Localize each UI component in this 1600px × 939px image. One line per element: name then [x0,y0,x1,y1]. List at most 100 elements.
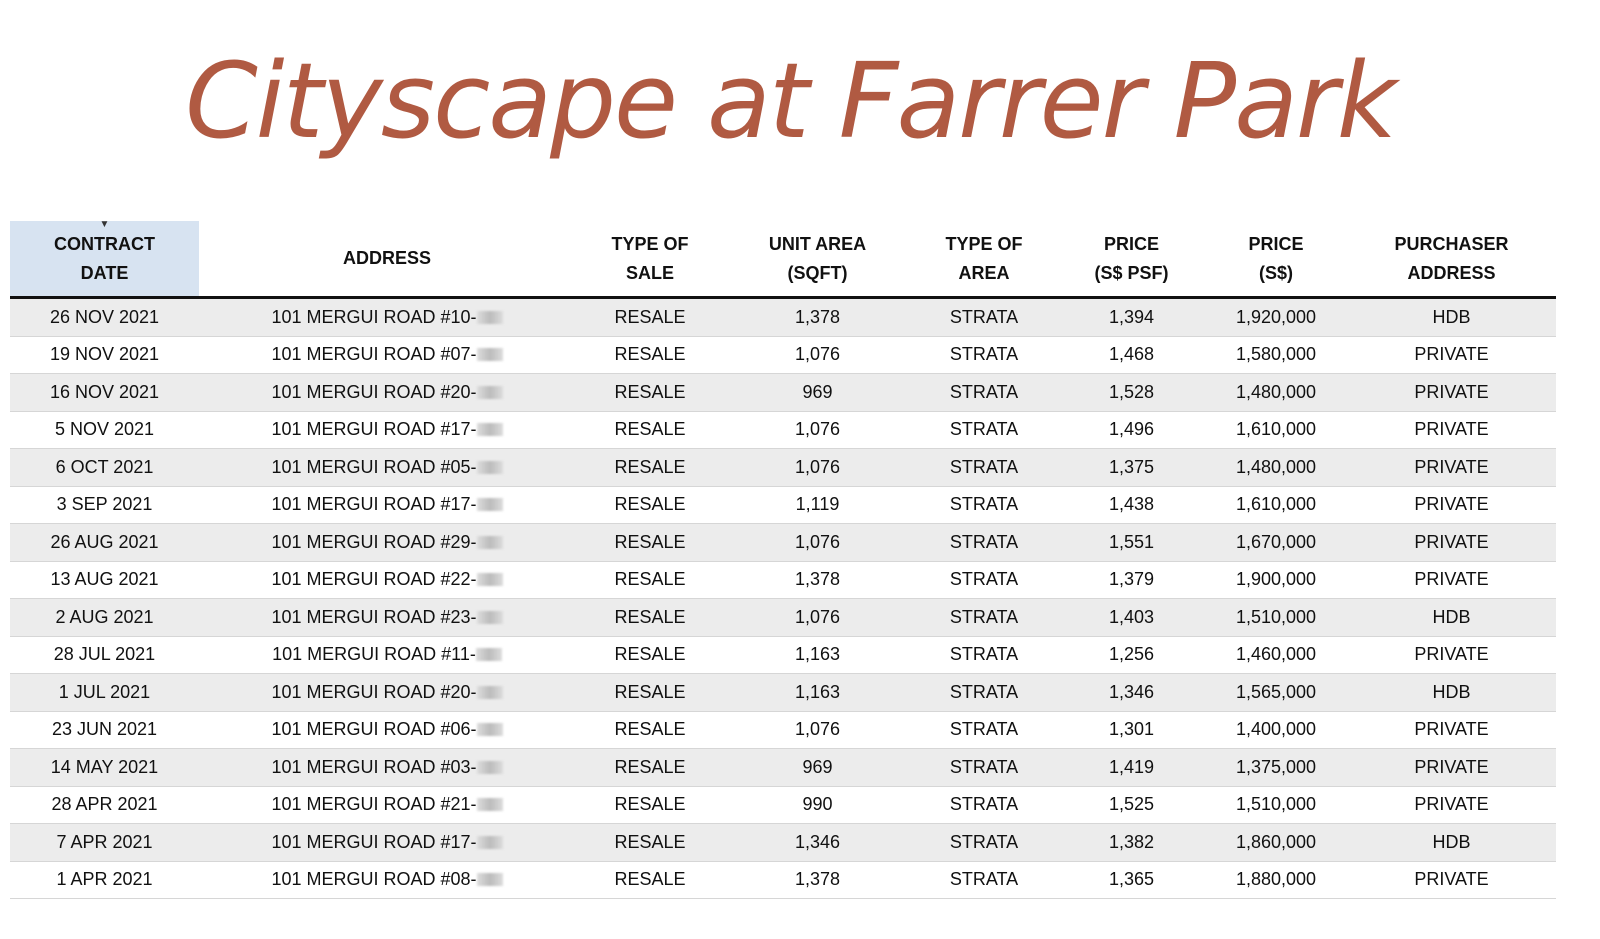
cell-text: 1,400,000 [1235,719,1317,740]
cell-text: 1,480,000 [1235,381,1317,402]
cell-text: STRATA [949,794,1019,815]
table-row: 1 APR 2021 101 MERGUI ROAD #08- RESALE 1,37… [10,861,1556,899]
cell-text: HDB [1432,681,1471,702]
table-row: 28 APR 2021 101 MERGUI ROAD #21- RESALE 990… [10,786,1556,824]
cell-price: 1,460,000 [1205,636,1347,674]
column-header-type-of-area[interactable]: TYPE OF AREA [910,221,1058,299]
cell-price: 1,880,000 [1205,861,1347,899]
cell-contract-date: 5 NOV 2021 [10,411,199,449]
cell-price-psf: 1,256 [1058,636,1205,674]
redacted-unit-number [476,423,503,437]
header-label: AREA [958,262,1010,283]
cell-purchaser-address: PRIVATE [1347,373,1556,412]
column-header-type-of-sale[interactable]: TYPE OF SALE [575,221,725,299]
cell-address: 101 MERGUI ROAD #22- [199,561,575,599]
cell-type-of-area: STRATA [910,486,1058,524]
cell-unit-area: 1,163 [725,636,910,674]
cell-text: RESALE [614,756,686,777]
cell-text: STRATA [949,456,1019,477]
cell-type-of-sale: RESALE [575,486,725,524]
cell-text: 28 APR 2021 [51,794,158,815]
cell-text: 1,610,000 [1235,419,1317,440]
cell-text: STRATA [949,869,1019,890]
cell-text: 101 MERGUI ROAD #07- [271,344,477,365]
cell-text: 1,378 [794,569,841,590]
cell-price-psf: 1,551 [1058,523,1205,562]
redacted-unit-number [476,835,503,849]
cell-type-of-area: STRATA [910,711,1058,749]
cell-unit-area: 1,076 [725,598,910,637]
cell-text: PRIVATE [1414,794,1489,815]
cell-text: RESALE [614,419,686,440]
cell-price-psf: 1,496 [1058,411,1205,449]
cell-text: 1,256 [1108,644,1155,665]
cell-text: RESALE [614,719,686,740]
cell-contract-date: 1 JUL 2021 [10,673,199,712]
cell-text: PRIVATE [1414,756,1489,777]
cell-price: 1,510,000 [1205,598,1347,637]
cell-contract-date: 14 MAY 2021 [10,748,199,787]
cell-address: 101 MERGUI ROAD #21- [199,786,575,824]
column-header-unit-area[interactable]: UNIT AREA (SQFT) [725,221,910,299]
cell-text: 1 APR 2021 [56,869,153,890]
cell-text: 101 MERGUI ROAD #17- [271,419,477,440]
column-header-price[interactable]: PRICE (S$) [1205,221,1347,299]
cell-text: 101 MERGUI ROAD #17- [271,494,477,515]
header-label: CONTRACT [54,233,155,254]
cell-text: 1,510,000 [1235,794,1317,815]
cell-price-psf: 1,419 [1058,748,1205,787]
cell-text: HDB [1432,306,1471,327]
cell-text: 101 MERGUI ROAD #23- [271,606,477,627]
column-header-purchaser-address[interactable]: PURCHASER ADDRESS [1347,221,1556,299]
cell-type-of-area: STRATA [910,748,1058,787]
cell-text: RESALE [614,831,686,852]
cell-price-psf: 1,468 [1058,336,1205,374]
table-row: 28 JUL 2021 101 MERGUI ROAD #11- RESALE 1,1… [10,636,1556,674]
cell-text: STRATA [949,756,1019,777]
cell-price: 1,510,000 [1205,786,1347,824]
cell-text: RESALE [614,606,686,627]
cell-text: 101 MERGUI ROAD #11- [272,644,476,665]
cell-text: STRATA [949,381,1019,402]
cell-address: 101 MERGUI ROAD #17- [199,486,575,524]
redacted-unit-number [476,535,503,549]
cell-address: 101 MERGUI ROAD #20- [199,673,575,712]
cell-text: PRIVATE [1414,419,1489,440]
cell-text: 1,076 [794,719,841,740]
column-header-address[interactable]: ADDRESS [199,221,575,299]
cell-text: 101 MERGUI ROAD #03- [271,756,477,777]
cell-text: RESALE [614,681,686,702]
header-label: ADDRESS [1407,262,1496,283]
cell-unit-area: 1,076 [725,448,910,487]
cell-type-of-area: STRATA [910,336,1058,374]
cell-address: 101 MERGUI ROAD #07- [199,336,575,374]
cell-text: 1,551 [1108,531,1155,552]
cell-text: 3 SEP 2021 [56,494,153,515]
cell-text: 7 APR 2021 [56,831,153,852]
cell-unit-area: 1,076 [725,711,910,749]
cell-text: 1,379 [1108,569,1155,590]
column-header-contract-date[interactable]: ▼ CONTRACT DATE [10,219,199,299]
cell-price: 1,610,000 [1205,486,1347,524]
cell-type-of-sale: RESALE [575,636,725,674]
cell-unit-area: 1,119 [725,486,910,524]
cell-text: 26 AUG 2021 [50,531,159,552]
cell-text: 101 MERGUI ROAD #17- [271,831,477,852]
cell-type-of-area: STRATA [910,786,1058,824]
cell-text: 101 MERGUI ROAD #29- [271,531,477,552]
column-header-price-psf[interactable]: PRICE (S$ PSF) [1058,221,1205,299]
table-row: 14 MAY 2021 101 MERGUI ROAD #03- RESALE 969… [10,748,1556,787]
cell-type-of-sale: RESALE [575,711,725,749]
cell-type-of-sale: RESALE [575,748,725,787]
cell-text: 1,900,000 [1235,569,1317,590]
table-row: 13 AUG 2021 101 MERGUI ROAD #22- RESALE 1,3… [10,561,1556,599]
cell-text: 1,301 [1108,719,1155,740]
cell-type-of-area: STRATA [910,861,1058,899]
cell-contract-date: 1 APR 2021 [10,861,199,899]
cell-text: 969 [802,381,833,402]
redacted-unit-number [476,348,503,362]
sort-descending-icon[interactable]: ▼ [99,219,110,230]
redacted-unit-number [476,310,503,324]
cell-unit-area: 969 [725,748,910,787]
redacted-unit-number [476,723,503,737]
